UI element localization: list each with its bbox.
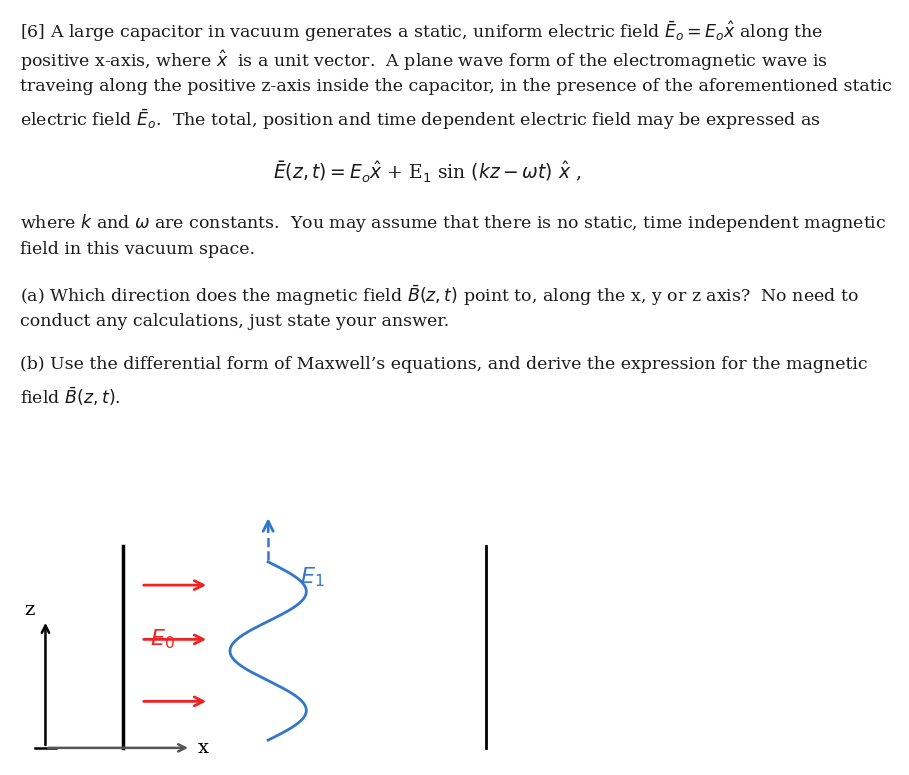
Text: x: x <box>198 739 209 757</box>
Text: field $\bar{B}(z, t)$.: field $\bar{B}(z, t)$. <box>20 385 121 408</box>
Text: where $k$ and $\omega$ are constants.  You may assume that there is no static, t: where $k$ and $\omega$ are constants. Yo… <box>20 212 886 234</box>
Text: conduct any calculations, just state your answer.: conduct any calculations, just state you… <box>20 313 449 330</box>
Text: (b) Use the differential form of Maxwell’s equations, and derive the expression : (b) Use the differential form of Maxwell… <box>20 356 867 373</box>
Text: [6] A large capacitor in vacuum generates a static, uniform electric field $\bar: [6] A large capacitor in vacuum generate… <box>20 19 824 44</box>
Text: positive x-axis, where $\hat{x}$  is a unit vector.  A plane wave form of the el: positive x-axis, where $\hat{x}$ is a un… <box>20 49 828 74</box>
Text: field in this vacuum space.: field in this vacuum space. <box>20 241 255 258</box>
Text: traveing along the positive z-axis inside the capacitor, in the presence of the : traveing along the positive z-axis insid… <box>20 78 892 95</box>
Text: $E_1$: $E_1$ <box>300 566 325 589</box>
Text: (a) Which direction does the magnetic field $\bar{B}(z, t)$ point to, along the : (a) Which direction does the magnetic fi… <box>20 284 859 308</box>
Text: z: z <box>24 601 35 619</box>
Text: $E_0$: $E_0$ <box>150 628 175 651</box>
Text: $\bar{E}(z,t) = E_o\hat{x}$ + E$_1$ sin $(kz - \omega t)$ $\hat{x}$ ,: $\bar{E}(z,t) = E_o\hat{x}$ + E$_1$ sin … <box>273 160 581 185</box>
Text: electric field $\bar{E}_o$.  The total, position and time dependent electric fie: electric field $\bar{E}_o$. The total, p… <box>20 108 821 133</box>
